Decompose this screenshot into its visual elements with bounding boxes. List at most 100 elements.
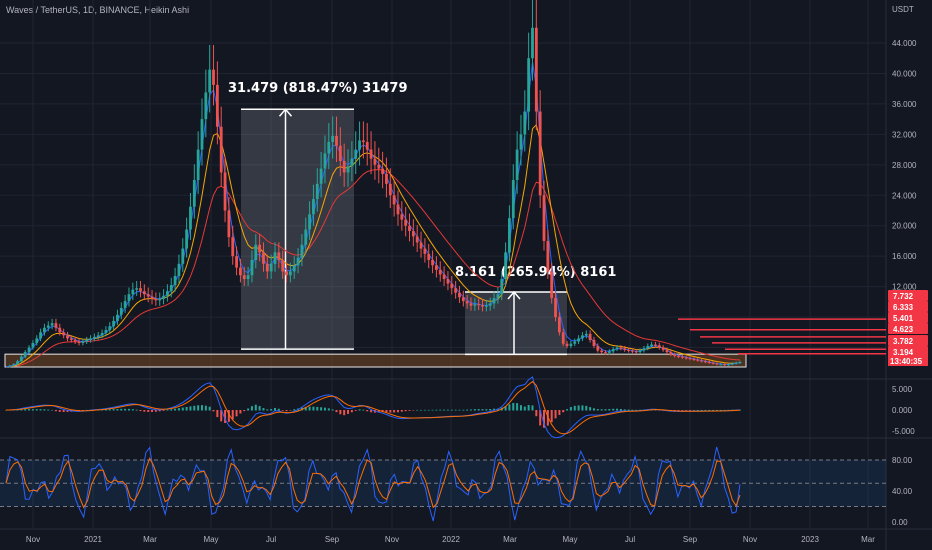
macd-histogram-bar — [35, 409, 38, 411]
candle-body — [634, 351, 638, 353]
macd-histogram-bar — [592, 408, 595, 411]
price-badge: 3.194 — [888, 346, 928, 357]
macd-line — [5, 376, 741, 439]
candle-body — [438, 269, 442, 275]
macd-histogram-bar — [181, 407, 184, 411]
grid-lines — [0, 0, 886, 528]
candle-body — [381, 168, 385, 174]
macd-histogram-bar — [216, 410, 219, 418]
macd-histogram-bar — [327, 408, 330, 411]
macd-histogram-bar — [339, 410, 342, 415]
candle-body — [411, 231, 415, 237]
macd-histogram-bar — [258, 406, 261, 411]
candle-body — [423, 248, 427, 254]
stoch-tick-label: 80.00 — [892, 456, 913, 465]
candle-body — [166, 291, 169, 296]
macd-histogram-bar — [312, 406, 315, 411]
time-tick-label: Jul — [266, 535, 276, 544]
countdown-label: 13:40:35 — [890, 357, 923, 366]
candle-body — [19, 356, 23, 362]
candle-body — [285, 271, 288, 276]
candle-body — [208, 69, 212, 93]
macd-histogram-bar — [531, 405, 534, 411]
macd-histogram-bar — [151, 410, 154, 412]
candle-body — [312, 199, 315, 215]
macd-histogram-bar — [285, 410, 288, 412]
macd-histogram-bar — [243, 410, 246, 412]
macd-histogram-bar — [197, 405, 200, 411]
measure-box — [241, 109, 354, 350]
macd-histogram-bar — [274, 407, 277, 411]
candle-body — [477, 304, 481, 306]
candle-body — [246, 275, 250, 280]
candle-body — [192, 180, 196, 207]
macd-histogram-bar — [416, 409, 419, 411]
candle-body — [277, 252, 281, 260]
candle-body — [730, 363, 734, 365]
macd-histogram-bar — [366, 410, 369, 412]
candle-body — [492, 298, 496, 304]
candle-body — [96, 335, 100, 337]
macd-histogram-bar — [224, 410, 227, 423]
measure-label: 31.479 (818.47%) 31479 — [228, 81, 408, 96]
macd-histogram-bar — [462, 409, 465, 411]
candle-body — [404, 219, 408, 226]
candle-body — [392, 195, 396, 205]
candle-body — [511, 180, 515, 219]
candle-body — [250, 259, 254, 276]
price-badge-label: 4.623 — [893, 325, 914, 334]
price-badge-label: 5.401 — [893, 314, 914, 323]
time-axis: Nov 2021 Mar May Jul Sep Nov 2022 Mar May Jul Sep No… — [26, 535, 875, 544]
macd-histogram-bar — [431, 409, 434, 411]
macd-histogram-bar — [516, 403, 519, 411]
candle-body — [235, 256, 238, 268]
candle-body — [296, 257, 300, 266]
candle-body — [419, 242, 423, 249]
macd-histogram-bar — [62, 410, 65, 413]
candle-body — [442, 274, 446, 280]
time-tick-label: Nov — [385, 535, 399, 544]
macd-histogram-bar — [493, 408, 496, 411]
macd-histogram-bar — [412, 410, 415, 411]
candle-body — [112, 320, 116, 327]
candle-body — [538, 111, 542, 196]
macd-histogram-bar — [585, 405, 588, 411]
macd-histogram-bar — [85, 409, 88, 411]
macd-histogram-bar — [289, 410, 292, 411]
candle-body — [680, 356, 684, 358]
candle-body — [630, 350, 634, 352]
macd-histogram-bar — [708, 409, 711, 411]
price-badge-label: 7.732 — [893, 292, 914, 301]
candle-body — [446, 279, 450, 284]
candle-body — [408, 225, 411, 232]
price-badge-bg — [888, 346, 928, 357]
macd-tick-label: 5.000 — [892, 385, 913, 394]
macd-histogram-bar — [604, 409, 607, 411]
macd-histogram-bar — [481, 409, 484, 411]
macd-histogram-bar — [28, 409, 31, 411]
candle-body — [607, 351, 611, 353]
macd-histogram-bar — [239, 410, 242, 414]
candle-body — [588, 333, 592, 340]
measure-tool-2: 8.161 (265.94%) 8161 — [455, 265, 616, 356]
candle-body — [177, 263, 181, 276]
macd-histogram-bar — [700, 409, 703, 411]
time-tick-label: 2022 — [442, 535, 460, 544]
candle-body — [158, 298, 162, 301]
candle-body — [50, 323, 54, 326]
macd-histogram-bar — [51, 409, 54, 411]
candle-body — [304, 229, 308, 245]
macd-histogram-bar — [677, 410, 680, 411]
candle-body — [665, 349, 669, 353]
macd-histogram-bar — [573, 405, 576, 411]
candle-body — [100, 333, 104, 336]
candle-body — [239, 267, 242, 276]
candle-body — [519, 134, 523, 150]
macd-histogram-bar — [323, 407, 326, 411]
candle-body — [569, 343, 573, 347]
candle-body — [661, 347, 665, 350]
candle-body — [135, 288, 139, 290]
candle-body — [242, 275, 246, 280]
candle-body — [35, 338, 39, 343]
